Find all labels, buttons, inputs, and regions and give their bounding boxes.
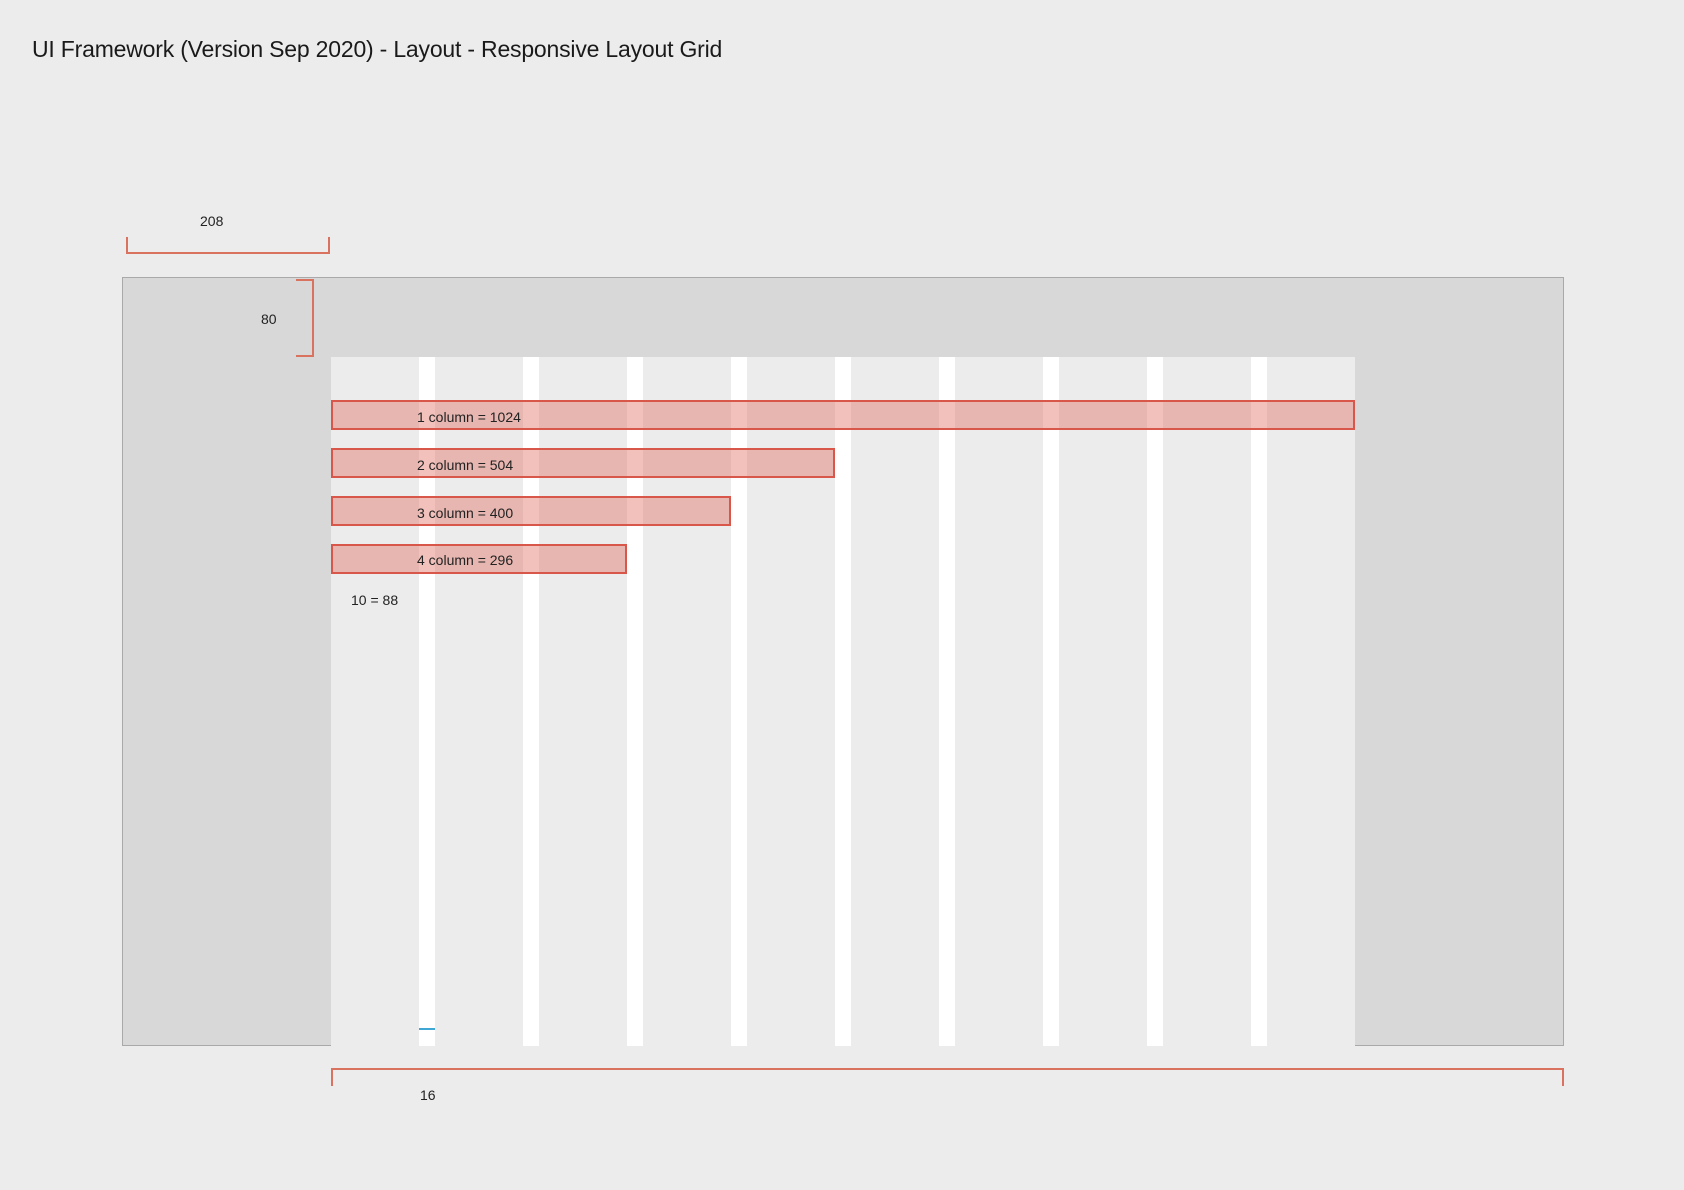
span-label-4-column: 4 column = 296 (417, 552, 514, 568)
grid-gutter (939, 357, 955, 1046)
span-label-1-column: 1 column = 1024 (417, 409, 521, 425)
span-bar-4-column (331, 544, 627, 574)
grid-gutter (835, 357, 851, 1046)
grid-gutter (419, 357, 435, 1046)
side-margin-label: 208 (200, 213, 224, 229)
gutter-width-marker (419, 1028, 435, 1030)
gutter-label: 16 (420, 1087, 436, 1103)
span-label-3-column: 3 column = 400 (417, 505, 514, 521)
side-margin-bracket (126, 237, 330, 254)
page-title: UI Framework (Version Sep 2020) - Layout… (32, 36, 723, 62)
span-bar-3-column (331, 496, 731, 526)
grid-gutter (1251, 357, 1267, 1046)
column-width-label: 10 = 88 (351, 592, 399, 608)
span-bar-2-column (331, 448, 835, 478)
content-width-bracket (331, 1068, 1564, 1086)
grid-gutter (731, 357, 747, 1046)
grid-gutter (627, 357, 643, 1046)
grid-gutter (523, 357, 539, 1046)
span-bar-1-column (331, 400, 1355, 430)
top-margin-label: 80 (261, 311, 277, 327)
top-margin-bracket (296, 279, 314, 357)
span-label-2-column: 2 column = 504 (417, 457, 514, 473)
grid-gutter (1043, 357, 1059, 1046)
grid-gutter (1147, 357, 1163, 1046)
